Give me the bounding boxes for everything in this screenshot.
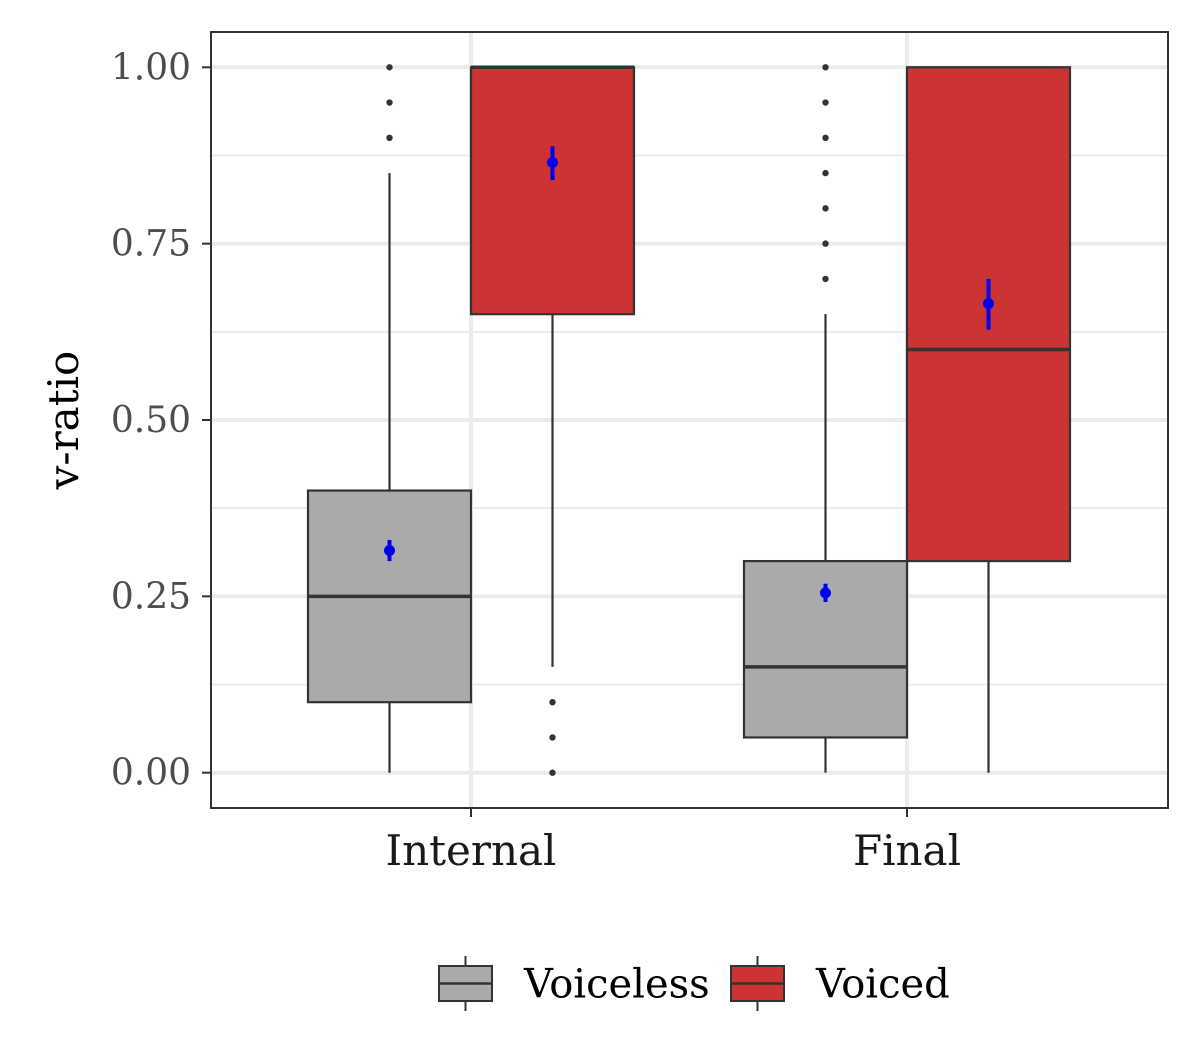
outlier-point bbox=[386, 99, 393, 106]
outlier-point bbox=[549, 734, 556, 741]
box-rect bbox=[469, 66, 636, 316]
outlier-point bbox=[822, 205, 829, 212]
outlier-point bbox=[822, 240, 829, 247]
box-voiceless-final bbox=[742, 64, 909, 773]
box-voiceless-internal bbox=[306, 64, 473, 773]
legend: Voiceless Voiced bbox=[438, 956, 950, 1011]
outlier-point bbox=[549, 769, 556, 776]
legend-label: Voiced bbox=[815, 962, 950, 1008]
y-tick-label: 0.75 bbox=[111, 224, 191, 265]
legend-item-voiceless: Voiceless bbox=[438, 956, 710, 1011]
x-axis: Internal Final bbox=[386, 808, 961, 875]
outlier-point bbox=[822, 134, 829, 142]
outlier-point bbox=[549, 698, 556, 706]
boxes-layer bbox=[306, 64, 1072, 776]
mean-point bbox=[547, 157, 558, 169]
y-tick-label: 0.00 bbox=[111, 753, 191, 794]
legend-label: Voiceless bbox=[523, 962, 710, 1008]
outlier-point bbox=[386, 134, 393, 142]
x-tick-label: Final bbox=[853, 826, 961, 875]
legend-item-voiced: Voiced bbox=[730, 956, 950, 1011]
y-axis: 0.00 0.25 0.50 0.75 1.00 bbox=[111, 47, 211, 794]
outlier-point bbox=[822, 64, 829, 71]
y-axis-title: v-ratio bbox=[39, 351, 88, 491]
y-tick-label: 0.25 bbox=[111, 576, 191, 617]
y-tick-label: 1.00 bbox=[111, 47, 191, 88]
outlier-point bbox=[822, 169, 829, 177]
mean-point bbox=[820, 587, 831, 599]
y-tick-label: 0.50 bbox=[111, 400, 191, 441]
outlier-point bbox=[822, 99, 829, 106]
outlier-point bbox=[822, 275, 829, 283]
outlier-point bbox=[386, 64, 393, 71]
box-voiced-internal bbox=[469, 65, 636, 776]
mean-point bbox=[983, 298, 994, 310]
x-tick-label: Internal bbox=[386, 826, 557, 875]
box-voiced-final bbox=[905, 66, 1072, 773]
mean-point bbox=[384, 545, 395, 557]
